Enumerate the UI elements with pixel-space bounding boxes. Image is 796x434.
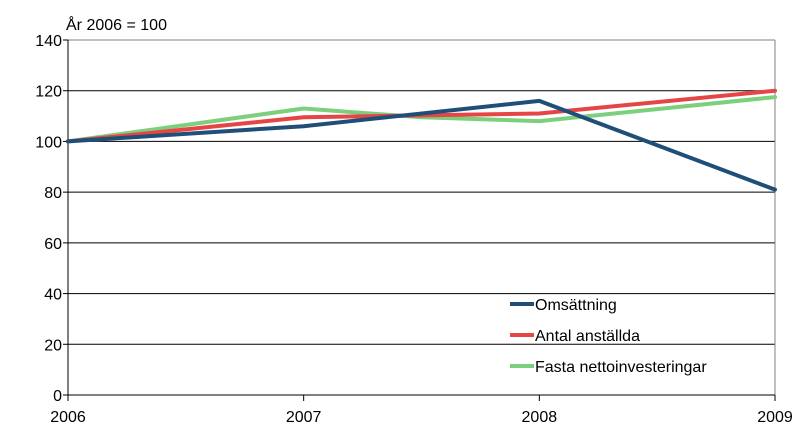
- legend-label: Omsättning: [535, 297, 617, 314]
- y-axis-label: År 2006 = 100: [66, 15, 167, 34]
- x-tick-label: 2009: [757, 409, 793, 426]
- y-tick-label: 40: [44, 287, 62, 304]
- y-tick-label: 80: [44, 185, 62, 202]
- y-tick-label: 20: [44, 337, 62, 354]
- axes: [63, 39, 776, 401]
- x-tick-labels: 2006 2007 2008 2009: [50, 409, 793, 426]
- y-tick-label: 0: [53, 388, 62, 405]
- y-tick-label: 120: [35, 84, 62, 101]
- y-tick-labels: 0 20 40 60 80 100 120 140: [35, 33, 62, 405]
- legend: Omsättning Antal anställda Fasta nettoinve…: [510, 297, 707, 376]
- x-tick-label: 2008: [522, 409, 558, 426]
- series-lines: [66, 88, 777, 192]
- y-tick-label: 140: [35, 33, 62, 50]
- legend-label: Antal anställda: [535, 328, 640, 345]
- grid-lines: [68, 39, 775, 345]
- y-tick-label: 100: [35, 134, 62, 151]
- series-line-1: [66, 98, 777, 192]
- x-tick-label: 2007: [286, 409, 322, 426]
- y-tick-label: 60: [44, 236, 62, 253]
- x-tick-label: 2006: [50, 409, 86, 426]
- legend-label: Fasta nettoinvesteringar: [535, 359, 707, 376]
